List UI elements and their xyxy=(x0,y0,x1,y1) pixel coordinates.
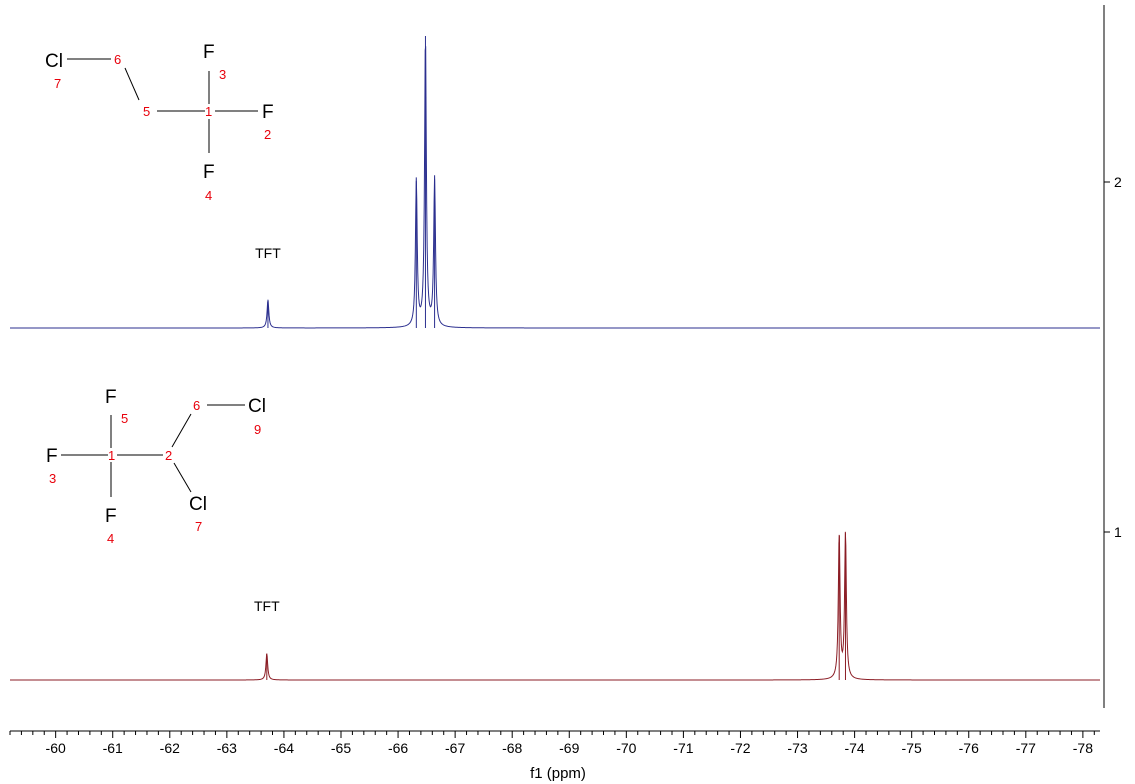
atom-num-1b: 1 xyxy=(108,448,115,463)
atom-f5: F xyxy=(105,387,117,408)
right-axis: 2 1 xyxy=(1103,5,1122,708)
atom-num-5: 5 xyxy=(143,104,150,119)
structure-top: Cl 7 6 5 1 F 3 F 2 F 4 xyxy=(45,42,274,203)
atom-num-3b: 3 xyxy=(49,471,56,486)
atom-num-2: 2 xyxy=(264,127,271,142)
x-axis: -60 -61 -62 -63 -64 -65 -66 -67 -68 -69 -70 -71 -72 -… xyxy=(9,730,1100,782)
atom-cl: Cl xyxy=(45,51,63,72)
x-tick-label: -65 xyxy=(331,740,351,756)
bond-c2-cl7 xyxy=(173,462,192,493)
atom-num-7: 7 xyxy=(54,76,61,91)
bond-c2-c6 xyxy=(171,413,192,448)
x-axis-title: f1 (ppm) xyxy=(530,765,586,782)
bond-c6-c5 xyxy=(124,67,140,101)
x-tick-label: -63 xyxy=(217,740,237,756)
x-tick-label: -61 xyxy=(103,740,123,756)
atom-num-1: 1 xyxy=(205,104,212,119)
x-tick-label: -75 xyxy=(902,740,922,756)
right-axis-label-2: 2 xyxy=(1114,174,1122,190)
spectrum-trace-2 xyxy=(10,46,1100,329)
x-tick-label: -67 xyxy=(445,740,465,756)
x-tick-label: -68 xyxy=(502,740,522,756)
spectra-layer xyxy=(10,35,1100,681)
x-ticks: -60 -61 -62 -63 -64 -65 -66 -67 -68 -69 -70 -71 -72 -… xyxy=(9,731,1095,756)
x-tick-label: -69 xyxy=(559,740,579,756)
x-tick-label: -73 xyxy=(787,740,807,756)
x-tick-label: -76 xyxy=(959,740,979,756)
atom-num-4: 4 xyxy=(205,188,212,203)
x-tick-label: -72 xyxy=(730,740,750,756)
atom-cl7: Cl xyxy=(189,494,207,515)
atom-num-6: 6 xyxy=(114,52,121,67)
atom-num-3: 3 xyxy=(219,67,226,82)
atom-cl9: Cl xyxy=(248,396,266,417)
atom-num-7b: 7 xyxy=(195,519,202,534)
atom-num-9: 9 xyxy=(254,422,261,437)
atom-f3: F xyxy=(203,42,215,63)
atom-num-4b: 4 xyxy=(107,531,114,546)
x-tick-label: -74 xyxy=(844,740,864,756)
x-tick-label: -60 xyxy=(46,740,66,756)
peak-label-tft-top: TFT xyxy=(255,245,281,261)
x-tick-label: -78 xyxy=(1073,740,1093,756)
x-tick-label: -71 xyxy=(673,740,693,756)
atom-f3b: F xyxy=(46,446,58,467)
peak-label-tft-bottom: TFT xyxy=(254,598,280,614)
atom-num-2b: 2 xyxy=(165,448,172,463)
right-axis-label-1: 1 xyxy=(1114,524,1122,540)
x-tick-label: -62 xyxy=(160,740,180,756)
atom-f2: F xyxy=(262,102,274,123)
x-tick-label: -64 xyxy=(274,740,294,756)
atom-f4: F xyxy=(203,162,215,183)
structure-bottom: F 5 6 Cl 9 F 3 1 2 F 4 Cl 7 xyxy=(46,387,266,546)
atom-num-5b: 5 xyxy=(121,411,128,426)
atom-num-6b: 6 xyxy=(193,398,200,413)
x-tick-label: -77 xyxy=(1016,740,1036,756)
x-tick-label: -66 xyxy=(388,740,408,756)
x-tick-label: -70 xyxy=(616,740,636,756)
spectrum-trace-1 xyxy=(10,531,1100,681)
atom-f4b: F xyxy=(105,506,117,527)
